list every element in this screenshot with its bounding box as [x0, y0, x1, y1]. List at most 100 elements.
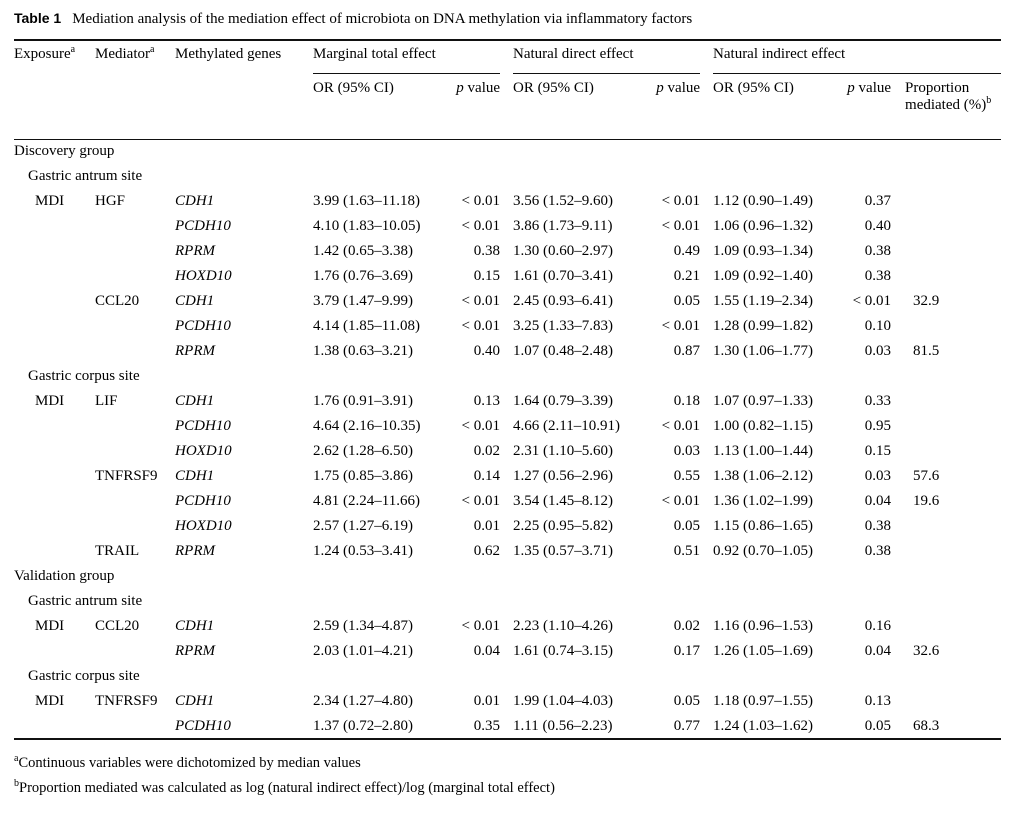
cell-proportion-mediated — [891, 239, 1001, 264]
cell-nie-p: 0.37 — [864, 193, 892, 209]
column-gap — [500, 614, 513, 639]
subsection-label: Gastric corpus site — [28, 368, 140, 384]
cell-nie-or: 1.26 (1.05–1.69) — [713, 643, 814, 659]
column-gap — [500, 489, 513, 514]
cell-methylated-gene: PCDH10 — [175, 714, 313, 740]
cell-nde-p: 0.05 — [673, 293, 701, 309]
column-gap — [700, 464, 713, 489]
cell-exposure — [14, 414, 95, 439]
column-gap — [500, 414, 513, 439]
cell-mediator — [95, 489, 175, 514]
p-italic: p — [656, 79, 664, 96]
column-gap — [700, 489, 713, 514]
cell-mte-or: 2.57 (1.27–6.19) — [313, 518, 413, 534]
p-rest: value — [854, 79, 892, 96]
cell-mte-p: 0.14 — [473, 468, 501, 484]
cell-nde-or: 2.31 (1.10–5.60) — [513, 443, 614, 459]
cell-nde-or: 1.61 (0.70–3.41) — [513, 268, 614, 284]
cell-nde-or: 3.25 (1.33–7.83) — [513, 318, 614, 334]
table-row: PCDH10 4.64 (2.16–10.35) < 0.01 4.66 (2.11–… — [14, 414, 1001, 439]
cell-nde-or: 3.54 (1.45–8.12) — [513, 493, 614, 509]
cell-proportion-mediated — [891, 314, 1001, 339]
cell-mte-or: 4.10 (1.83–10.05) — [313, 218, 421, 234]
cell-nie-p: 0.33 — [864, 393, 892, 409]
cell-nde-or: 1.64 (0.79–3.39) — [513, 393, 614, 409]
cell-nie-p: 0.03 — [864, 343, 892, 359]
cell-proportion-mediated — [891, 439, 1001, 464]
cell-nde-or: 1.30 (0.60–2.97) — [513, 243, 614, 259]
subsection-label: Gastric antrum site — [28, 593, 143, 609]
cell-mediator — [95, 514, 175, 539]
cell-mte-p: 0.13 — [473, 393, 501, 409]
cell-methylated-gene: CDH1 — [175, 618, 215, 634]
footnote-marker-a: a — [70, 44, 76, 55]
table-row: PCDH10 4.14 (1.85–11.08) < 0.01 3.25 (1.33–… — [14, 314, 1001, 339]
cell-nde-p: 0.17 — [673, 643, 701, 659]
column-gap — [500, 314, 513, 339]
cell-mediator — [95, 339, 175, 364]
cell-mte-p: 0.04 — [473, 643, 501, 659]
cell-methylated-gene: CDH1 — [175, 393, 215, 409]
cell-methylated-gene: RPRM — [175, 643, 215, 659]
col-header-exposure-label: Exposure — [14, 46, 71, 62]
cell-nde-p: 0.77 — [643, 714, 701, 740]
cell-exposure — [14, 214, 95, 239]
cell-nie-p: 0.15 — [864, 443, 892, 459]
cell-mte-or: 2.34 (1.27–4.80) — [313, 693, 413, 709]
cell-mte-or: 1.76 (0.91–3.91) — [313, 393, 413, 409]
col-header-nie-p: p value — [833, 73, 892, 140]
column-gap — [500, 239, 513, 264]
cell-mte-p: 0.01 — [473, 693, 501, 709]
cell-nde-p: < 0.01 — [661, 418, 701, 434]
table-row: HOXD10 2.57 (1.27–6.19) 0.01 2.25 (0.95–5.8… — [14, 514, 1001, 539]
column-gap — [700, 264, 713, 289]
cell-mediator: TNFRSF9 — [95, 693, 158, 709]
col-header-nde-or: OR (95% CI) — [513, 73, 644, 140]
group-header-natural-indirect-effect: Natural indirect effect — [713, 40, 1002, 74]
cell-nie-or: 1.00 (0.82–1.15) — [713, 418, 814, 434]
cell-exposure — [14, 464, 95, 489]
column-gap — [700, 389, 713, 414]
cell-exposure — [14, 439, 95, 464]
cell-nde-p: 0.51 — [673, 543, 701, 559]
proportion-label: Proportion mediated (%) — [905, 79, 987, 113]
cell-mte-or: 4.14 (1.85–11.08) — [313, 318, 420, 334]
column-gap — [500, 389, 513, 414]
footnote-marker-a: a — [14, 753, 19, 765]
cell-mte-or: 2.03 (1.01–4.21) — [313, 643, 413, 659]
cell-mediator — [95, 714, 175, 740]
column-gap — [700, 639, 713, 664]
cell-mte-p: < 0.01 — [461, 193, 501, 209]
cell-methylated-gene: CDH1 — [175, 693, 215, 709]
cell-mte-or: 1.42 (0.65–3.38) — [313, 243, 413, 259]
cell-nie-p: 0.10 — [864, 318, 892, 334]
cell-nde-p: 0.05 — [673, 518, 701, 534]
column-gap — [700, 239, 713, 264]
cell-mediator: CCL20 — [95, 293, 140, 309]
cell-nie-or: 0.92 (0.70–1.05) — [713, 543, 814, 559]
cell-nie-p: 0.04 — [864, 643, 892, 659]
p-italic: p — [456, 79, 464, 96]
table-row: PCDH10 1.37 (0.72–2.80) 0.35 1.11 (0.56–2.2… — [14, 714, 1002, 740]
table-row: PCDH10 4.81 (2.24–11.66) < 0.01 3.54 (1.45–… — [14, 489, 1001, 514]
cell-proportion-mediated — [891, 614, 1001, 639]
cell-mediator — [95, 414, 175, 439]
cell-exposure — [14, 639, 95, 664]
cell-mte-p: < 0.01 — [461, 418, 501, 434]
table-caption: Table 1 Mediation analysis of the mediati… — [14, 10, 1001, 28]
cell-nde-or: 1.11 (0.56–2.23) — [513, 714, 644, 740]
cell-methylated-gene: CDH1 — [175, 193, 215, 209]
cell-mte-p: < 0.01 — [461, 618, 501, 634]
subsection-row: Gastric corpus site — [14, 664, 1001, 689]
cell-mte-p: 0.01 — [473, 518, 501, 534]
table-row: MDI LIF CDH1 1.76 (0.91–3.91) 0.13 1.64 (0.79… — [14, 389, 1001, 414]
footnotes: aContinuous variables were dichotomized … — [14, 751, 1001, 801]
cell-exposure — [14, 714, 95, 740]
cell-nde-p: 0.02 — [673, 618, 701, 634]
cell-nie-or: 1.12 (0.90–1.49) — [713, 193, 814, 209]
cell-proportion-mediated — [891, 539, 1001, 564]
table-row: CCL20 CDH1 3.79 (1.47–9.99) < 0.01 2.45 (0.9… — [14, 289, 1001, 314]
column-gap — [500, 40, 514, 140]
cell-nie-or: 1.28 (0.99–1.82) — [713, 318, 814, 334]
p-rest: value — [463, 79, 501, 96]
